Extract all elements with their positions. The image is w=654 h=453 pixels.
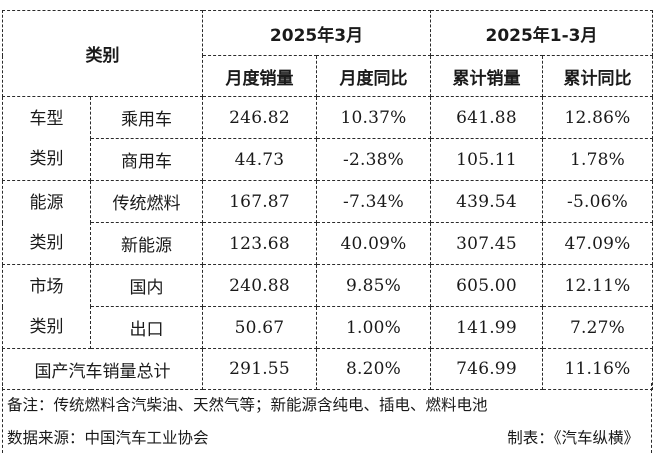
total-row: 国产汽车销量总计 291.55 8.20% 746.99 11.16%: [2, 348, 653, 390]
group-label-market: 市场 类别: [2, 264, 91, 349]
month-sales-cell: 246.82: [202, 96, 317, 139]
row-label: 新能源: [90, 222, 203, 265]
total-month-sales-cell: 291.55: [202, 348, 317, 390]
group-label-line2: 类别: [29, 148, 64, 169]
month-yoy-cell: -2.38%: [316, 138, 431, 181]
table-row: 能源 类别 传统燃料 167.87 -7.34% 439.54 -5.06%: [2, 180, 653, 265]
group-label-line2: 类别: [29, 316, 64, 337]
col-ytd-yoy-header: 累计同比: [542, 55, 653, 97]
ytd-sales-cell: 605.00: [430, 264, 543, 307]
row-label: 出口: [90, 306, 203, 349]
ytd-yoy-cell: 47.09%: [542, 222, 653, 265]
table-row: 车型 类别 乘用车 246.82 10.37% 641.88 12.86%: [2, 96, 653, 181]
month-sales-cell: 50.67: [202, 306, 317, 349]
ytd-sales-cell: 641.88: [430, 96, 543, 139]
row-label: 传统燃料: [90, 180, 203, 223]
group-label-line2: 类别: [29, 232, 64, 253]
remark-note: 备注：传统燃料含汽柴油、天然气等；新能源含纯电、插电、燃料电池: [7, 396, 488, 414]
data-source-note: 数据来源：中国汽车工业协会: [7, 429, 209, 447]
month-yoy-cell: 9.85%: [316, 264, 431, 307]
col-month-yoy-header: 月度同比: [316, 55, 431, 97]
group-label-energy-type: 能源 类别: [2, 180, 91, 265]
ytd-yoy-cell: 7.27%: [542, 306, 653, 349]
ytd-sales-cell: 105.11: [430, 138, 543, 181]
row-label: 商用车: [90, 138, 203, 181]
month-sales-cell: 44.73: [202, 138, 317, 181]
table-row: 出口 50.67 1.00% 141.99 7.27%: [3, 306, 653, 349]
table-row: 新能源 123.68 40.09% 307.45 47.09%: [3, 222, 653, 265]
period-ytd-header: 2025年1-3月: [430, 10, 653, 56]
category-header: 类别: [2, 10, 203, 97]
month-sales-cell: 240.88: [202, 264, 317, 307]
table-row: 商用车 44.73 -2.38% 105.11 1.78%: [3, 138, 653, 181]
month-sales-cell: 123.68: [202, 222, 317, 265]
ytd-sales-cell: 141.99: [430, 306, 543, 349]
ytd-yoy-cell: 12.11%: [542, 264, 653, 307]
row-label: 乘用车: [90, 96, 203, 139]
ytd-sales-cell: 307.45: [430, 222, 543, 265]
row-label: 国内: [90, 264, 203, 307]
group-label-vehicle-type: 车型 类别: [2, 96, 91, 181]
ytd-sales-cell: 439.54: [430, 180, 543, 223]
group-label-line1: 市场: [29, 276, 64, 297]
month-yoy-cell: 10.37%: [316, 96, 431, 139]
month-yoy-cell: -7.34%: [316, 180, 431, 223]
ytd-yoy-cell: -5.06%: [542, 180, 653, 223]
total-label: 国产汽车销量总计: [2, 348, 203, 390]
col-month-sales-header: 月度销量: [202, 55, 317, 97]
ytd-yoy-cell: 1.78%: [542, 138, 653, 181]
month-sales-cell: 167.87: [202, 180, 317, 223]
group-label-line1: 能源: [29, 192, 64, 213]
table-row: 市场 类别 国内 240.88 9.85% 605.00 12.11%: [2, 264, 653, 349]
total-ytd-yoy-cell: 11.16%: [542, 348, 653, 390]
ytd-yoy-cell: 12.86%: [542, 96, 653, 139]
notes-panel: 备注：传统燃料含汽柴油、天然气等；新能源含纯电、插电、燃料电池 数据来源：中国汽…: [2, 383, 652, 453]
group-label-line1: 车型: [29, 108, 64, 129]
table-credit-note: 制表：《汽车纵横》: [507, 429, 639, 447]
month-yoy-cell: 1.00%: [316, 306, 431, 349]
month-yoy-cell: 40.09%: [316, 222, 431, 265]
col-ytd-sales-header: 累计销量: [430, 55, 543, 97]
period-month-header: 2025年3月: [202, 10, 431, 56]
sales-table: 类别 2025年3月 2025年1-3月 月度销量 月度同比 累计销量 累计同比…: [2, 10, 653, 390]
total-ytd-sales-cell: 746.99: [430, 348, 543, 390]
